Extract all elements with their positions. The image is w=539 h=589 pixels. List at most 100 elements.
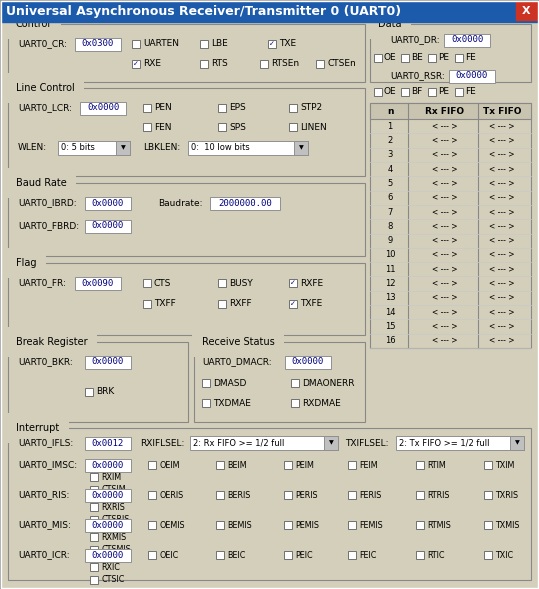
Bar	[218, 104, 226, 112]
Text: OEIM: OEIM	[159, 461, 179, 469]
Text: RXE: RXE	[143, 59, 161, 68]
Bar	[374, 54, 382, 62]
Bar	[370, 103, 531, 348]
Text: UART0_FR:: UART0_FR:	[18, 279, 66, 287]
Text: 2: Rx FIFO >= 1/2 full: 2: Rx FIFO >= 1/2 full	[193, 438, 285, 448]
Text: 0x0000: 0x0000	[92, 358, 124, 366]
Text: 15: 15	[385, 322, 395, 331]
Text: 2000000.00: 2000000.00	[218, 198, 272, 207]
Bar	[75, 38, 121, 51]
Text: PEIM: PEIM	[295, 461, 314, 469]
Text: TXE: TXE	[279, 39, 296, 48]
Text: LBKLEN:: LBKLEN:	[143, 144, 180, 153]
Text: RXRIS: RXRIS	[101, 502, 125, 511]
Text: TXIFLSEL:: TXIFLSEL:	[345, 438, 389, 448]
Text: RTIM: RTIM	[427, 461, 446, 469]
Text: < --- >: < --- >	[432, 122, 458, 131]
Bar	[148, 521, 156, 529]
Bar	[449, 70, 495, 82]
Text: < --- >: < --- >	[489, 179, 515, 188]
Bar	[348, 461, 356, 469]
Bar	[484, 521, 492, 529]
Text: FE: FE	[465, 88, 476, 97]
Text: SPS: SPS	[229, 123, 246, 131]
Bar	[210, 197, 280, 210]
Bar	[216, 521, 224, 529]
Text: < --- >: < --- >	[489, 122, 515, 131]
Text: UART0_MIS:: UART0_MIS:	[18, 521, 71, 530]
Bar	[428, 88, 436, 96]
Text: < --- >: < --- >	[489, 236, 515, 245]
Text: 0x0000: 0x0000	[92, 198, 124, 207]
Text: RTMIS: RTMIS	[427, 521, 451, 530]
Text: < --- >: < --- >	[489, 336, 515, 345]
Text: < --- >: < --- >	[489, 307, 515, 317]
Text: RXIC: RXIC	[101, 562, 120, 571]
Bar	[202, 399, 210, 407]
Bar	[90, 503, 98, 511]
Bar	[284, 551, 292, 559]
Text: OEIC: OEIC	[159, 551, 178, 560]
Bar	[260, 60, 268, 68]
Text: Rx FIFO: Rx FIFO	[425, 107, 465, 115]
Bar	[200, 60, 208, 68]
Bar	[85, 436, 131, 449]
Text: < --- >: < --- >	[489, 164, 515, 174]
Text: BRK: BRK	[96, 388, 114, 396]
Text: Interrupt: Interrupt	[16, 423, 59, 433]
Bar	[401, 54, 409, 62]
Text: Flag: Flag	[16, 258, 37, 268]
Text: 5: 5	[388, 179, 392, 188]
Bar	[324, 436, 338, 450]
Bar	[374, 88, 382, 96]
Bar	[143, 123, 151, 131]
Text: OE: OE	[384, 54, 397, 62]
Bar	[294, 141, 308, 155]
Text: UART0_ICR:: UART0_ICR:	[18, 551, 70, 560]
Text: Baudrate:: Baudrate:	[158, 198, 203, 207]
Text: 0:  10 low bits: 0: 10 low bits	[191, 144, 250, 153]
Bar	[143, 279, 151, 287]
Bar	[216, 551, 224, 559]
Text: UART0_IBRD:: UART0_IBRD:	[18, 198, 77, 207]
Text: PE: PE	[438, 88, 449, 97]
Bar	[85, 518, 131, 531]
Text: PERIS: PERIS	[295, 491, 317, 499]
Text: 0x0000: 0x0000	[451, 35, 483, 45]
Text: < --- >: < --- >	[432, 307, 458, 317]
Text: Line Control: Line Control	[16, 83, 75, 93]
Bar	[484, 461, 492, 469]
Bar	[188, 141, 308, 155]
Text: < --- >: < --- >	[489, 193, 515, 202]
Bar	[8, 183, 365, 256]
Bar	[90, 516, 98, 524]
Text: UART0_LCR:: UART0_LCR:	[18, 104, 72, 112]
Text: PEIC: PEIC	[295, 551, 313, 560]
Text: 1: 1	[388, 122, 392, 131]
Text: ▼: ▼	[329, 441, 334, 445]
Bar	[370, 24, 531, 82]
Bar	[202, 379, 210, 387]
Text: UART0_BKR:: UART0_BKR:	[18, 358, 73, 366]
Bar	[200, 40, 208, 48]
Text: < --- >: < --- >	[489, 265, 515, 274]
Text: < --- >: < --- >	[432, 293, 458, 302]
Text: < --- >: < --- >	[432, 193, 458, 202]
Text: BF: BF	[411, 88, 422, 97]
Bar	[370, 103, 531, 119]
Text: Data: Data	[378, 19, 402, 29]
Text: Tx FIFO: Tx FIFO	[483, 107, 521, 115]
Text: RTSEn: RTSEn	[271, 59, 299, 68]
Bar	[401, 88, 409, 96]
Bar	[218, 300, 226, 308]
Bar	[132, 40, 140, 48]
Text: 10: 10	[385, 250, 395, 260]
Bar	[218, 279, 226, 287]
Text: < --- >: < --- >	[432, 336, 458, 345]
Text: UART0_IMSC:: UART0_IMSC:	[18, 461, 77, 469]
Bar	[148, 461, 156, 469]
Text: FEIC: FEIC	[359, 551, 376, 560]
Text: DMAONERR: DMAONERR	[302, 379, 355, 388]
Bar	[148, 491, 156, 499]
Text: RXFF: RXFF	[229, 299, 252, 309]
